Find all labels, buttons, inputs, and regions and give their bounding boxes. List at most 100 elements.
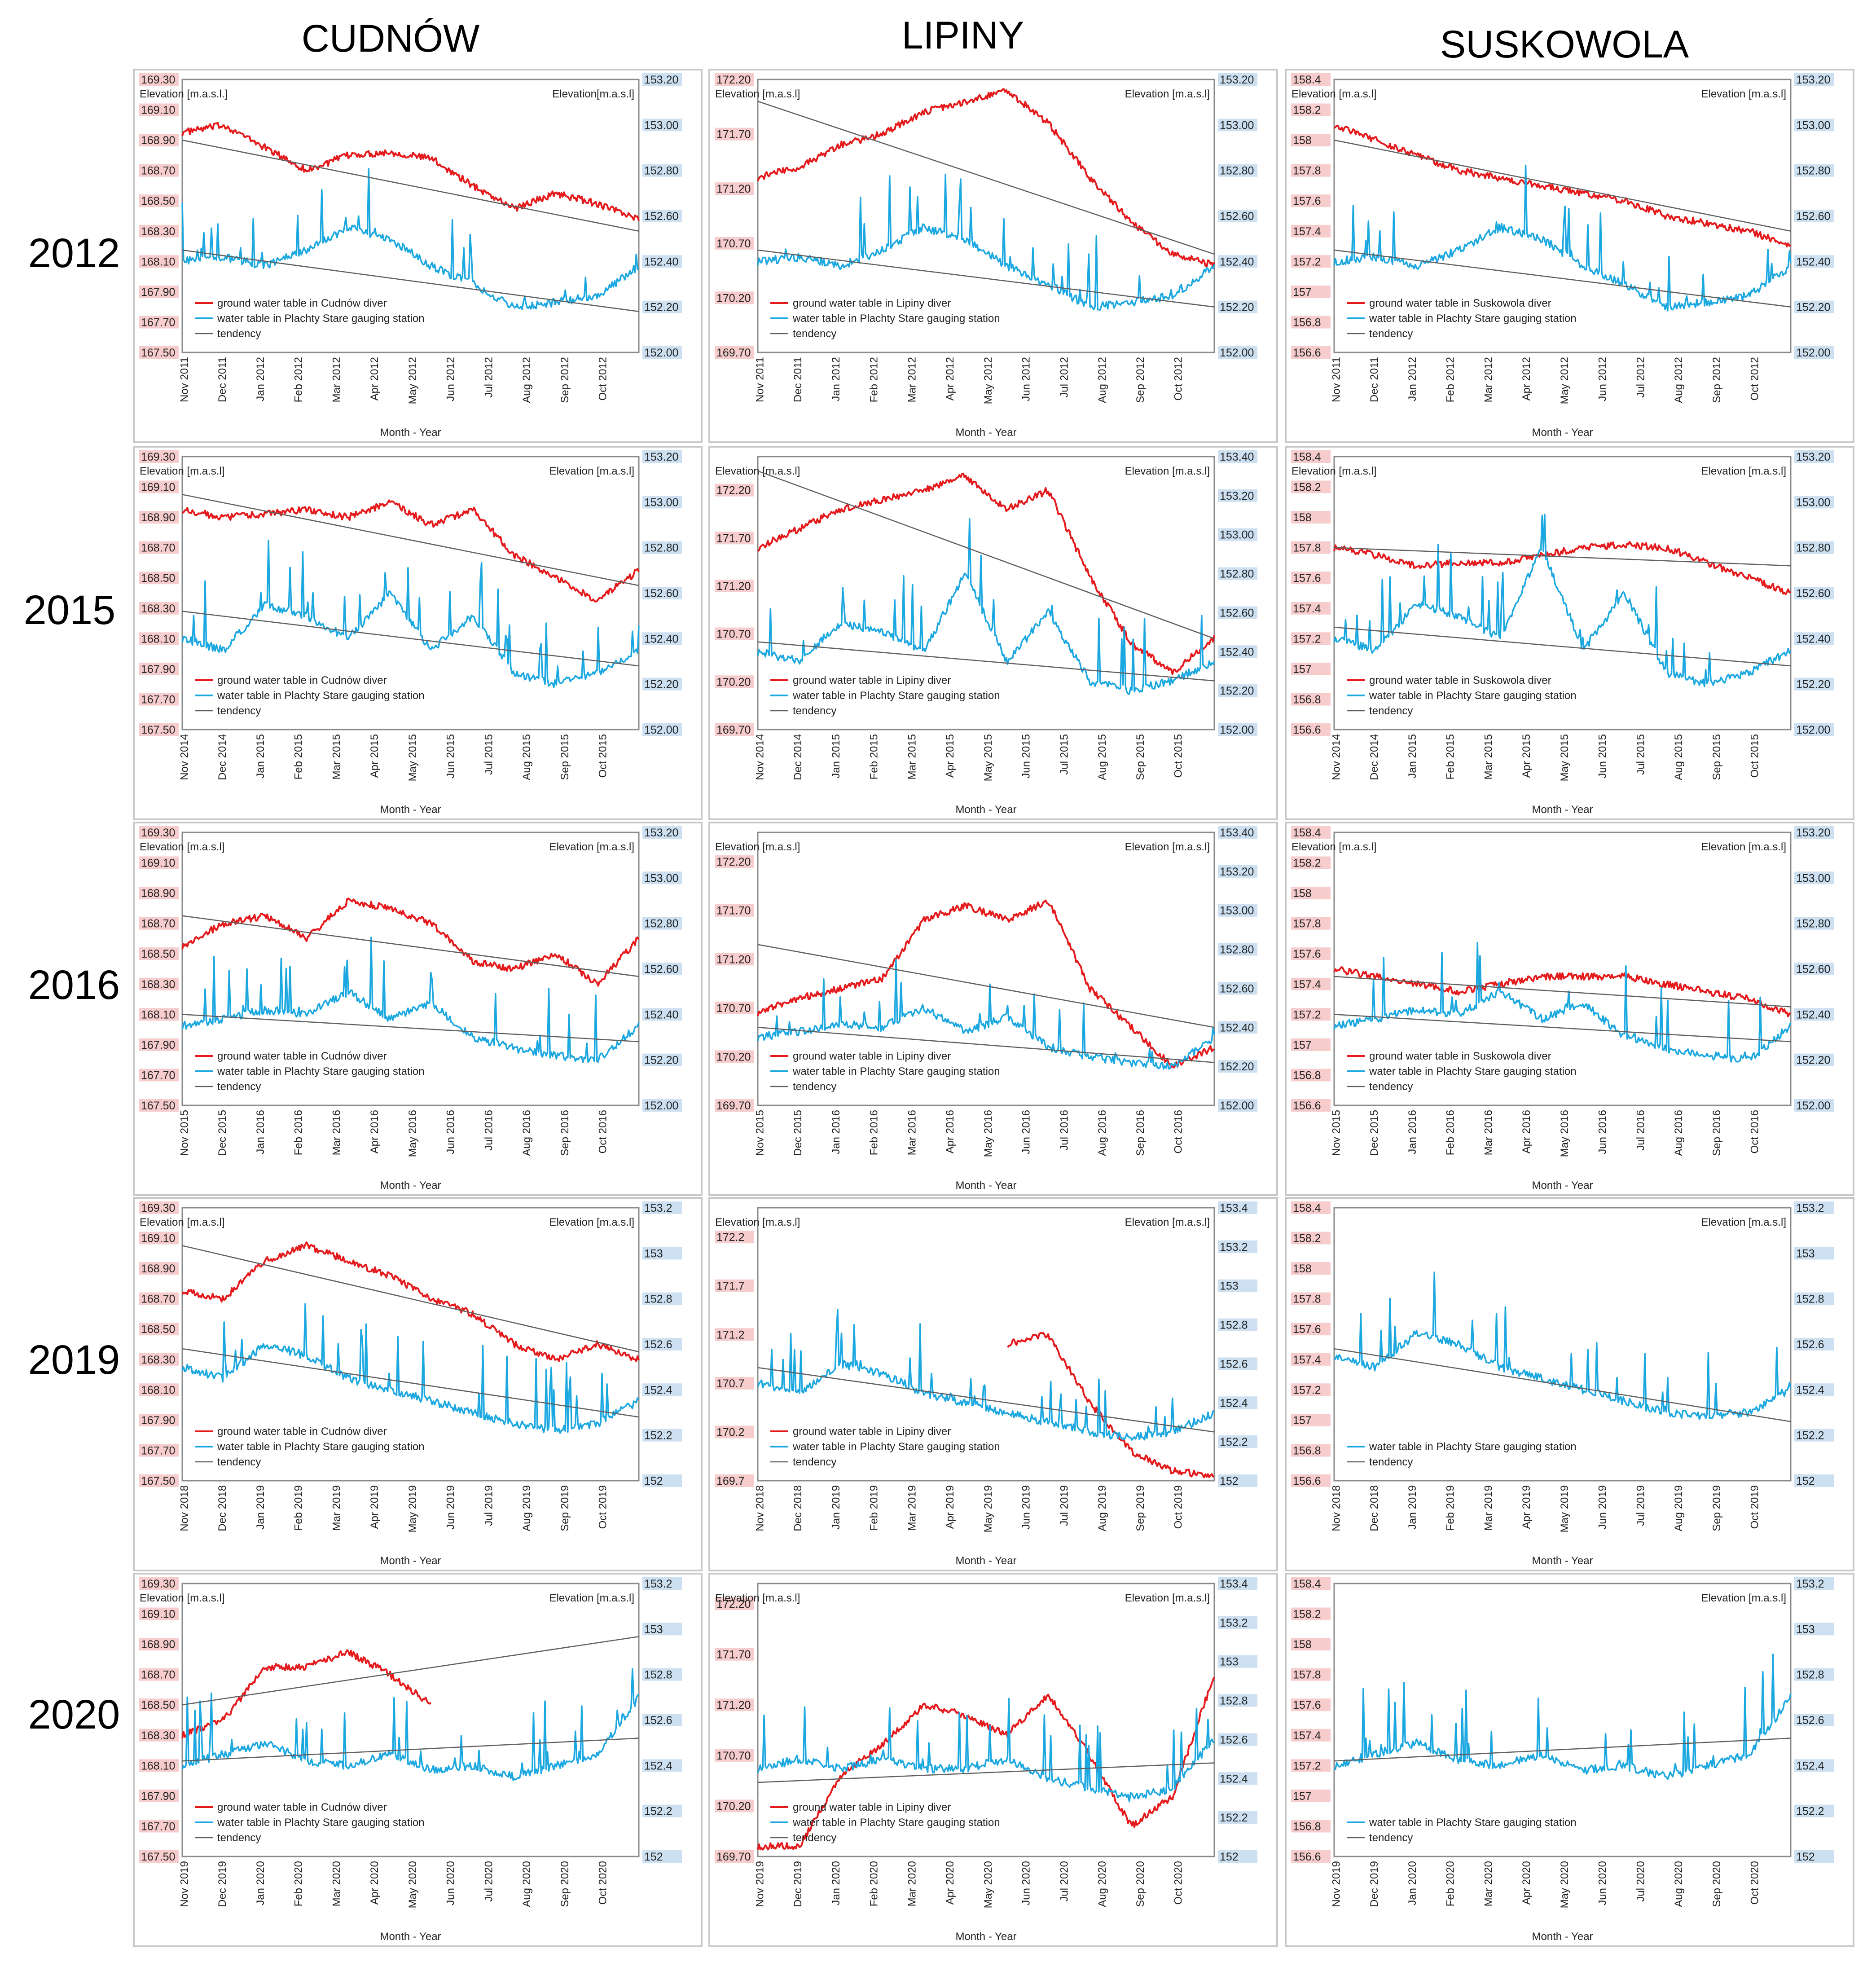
left-tick-bg (1291, 1577, 1331, 1590)
right-tick-bg (1218, 1099, 1257, 1112)
x-tick-label: Feb 2020 (293, 1861, 305, 1906)
right-tick-bg (642, 1623, 682, 1636)
right-tick-label: 152.60 (1796, 210, 1830, 223)
right-tick-label: 152.00 (1220, 724, 1254, 736)
legend-entry: water table in Plachty Stare gauging sta… (792, 1441, 1000, 1453)
right-tick-label: 153.20 (1796, 451, 1830, 463)
left-tick-bg (139, 316, 179, 329)
x-tick-label: Apr 2020 (369, 1861, 381, 1905)
left-tick-label: 170.70 (716, 238, 751, 250)
left-tick-bg (715, 1850, 754, 1863)
left-tick-label: 156.8 (1293, 1820, 1321, 1833)
x-tick-label: Mar 2019 (1482, 1485, 1494, 1531)
right-tick-label: 152.20 (1796, 301, 1830, 314)
right-tick-label: 152.60 (1796, 587, 1830, 600)
left-axis-label: Elevation [m.a.s.l] (140, 1592, 224, 1604)
left-tick-label: 169.10 (141, 1232, 175, 1245)
left-tick-bg (139, 1789, 179, 1802)
right-tick-label: 152.00 (644, 1100, 678, 1112)
left-tick-bg (139, 917, 179, 930)
chart-lipiny-2020: 169.70 170.20 170.70 171.20 171.70 172.20 152 1… (708, 1573, 1278, 1947)
left-tick-label: 158 (1293, 1263, 1312, 1275)
left-tick-label: 158.2 (1293, 857, 1321, 870)
x-tick-label: Dec 2019 (792, 1861, 804, 1907)
right-tick-label: 152.2 (1796, 1805, 1824, 1818)
x-tick-label: Oct 2020 (1749, 1861, 1761, 1905)
left-tick-label: 156.6 (1293, 724, 1321, 736)
right-axis-label: Elevation [m.a.s.l] (1125, 1216, 1210, 1228)
left-tick-label: 158.4 (1293, 827, 1321, 839)
right-tick-bg (1794, 826, 1834, 839)
right-tick-label: 152.60 (644, 963, 678, 976)
x-tick-label: Sep 2016 (559, 1110, 571, 1156)
x-tick-label: Jul 2020 (483, 1861, 495, 1902)
left-tick-label: 168.70 (141, 165, 175, 177)
x-tick-label: Mar 2012 (330, 357, 343, 402)
x-tick-label: May 2019 (1559, 1485, 1571, 1532)
x-tick-label: Mar 2012 (906, 357, 918, 402)
x-tick-label: Jun 2020 (445, 1861, 457, 1905)
x-tick-label: Feb 2016 (868, 1110, 880, 1155)
tendency-line (182, 494, 639, 586)
x-tick-label: Feb 2015 (1445, 734, 1457, 779)
x-tick-label: Sep 2020 (1134, 1861, 1147, 1907)
left-tick-label: 157.8 (1293, 1669, 1321, 1681)
right-tick-bg (1794, 496, 1834, 509)
diver-series-line (757, 472, 1215, 675)
legend-entry: ground water table in Lipiny diver (793, 1050, 951, 1062)
left-tick-bg (139, 1008, 179, 1021)
x-tick-label: Dec 2018 (792, 1485, 804, 1531)
left-tick-bg (139, 1069, 179, 1082)
x-tick-label: Jun 2015 (1020, 734, 1032, 779)
left-tick-bg (1291, 511, 1331, 524)
right-tick-label: 152.8 (1220, 1319, 1248, 1332)
left-tick-label: 168.70 (141, 542, 175, 554)
legend-entry: tendency (217, 328, 261, 340)
x-axis-label: Month - Year (1532, 1931, 1593, 1943)
right-tick-bg (1794, 210, 1834, 222)
right-tick-bg (1794, 1201, 1834, 1214)
chart-suskowola-2015: 156.6 156.8 157 157.2 157.4 157.6 157.8 158 158.… (1285, 446, 1854, 820)
chart-frame (1285, 1573, 1854, 1947)
legend-entry: tendency (217, 1081, 261, 1093)
x-axis-label: Month - Year (955, 427, 1016, 439)
left-axis-label: Elevation [m.a.s.l] (715, 88, 800, 100)
right-tick-label: 153 (1796, 1247, 1815, 1260)
x-tick-label: Aug 2016 (521, 1110, 533, 1156)
left-tick-bg (139, 826, 179, 839)
right-tick-label: 152.00 (1220, 1100, 1254, 1112)
left-tick-label: 157 (1293, 1414, 1312, 1427)
legend-entry: ground water table in Lipiny diver (793, 674, 951, 686)
right-tick-label: 152.20 (1220, 301, 1254, 314)
left-tick-bg (1291, 947, 1331, 960)
right-axis-label: Elevation [m.a.s.l] (1701, 1216, 1786, 1228)
left-axis-label: Elevation [m.a.s.l] (140, 1216, 224, 1228)
right-axis-label: Elevation[m.a.s.l] (552, 88, 634, 100)
right-axis-label: Elevation [m.a.s.l] (1701, 841, 1786, 853)
left-tick-bg (1291, 1638, 1331, 1651)
x-tick-label: Jan 2012 (830, 357, 842, 401)
legend-entry: tendency (793, 1456, 836, 1468)
tendency-line (1334, 547, 1791, 567)
right-tick-bg (1218, 210, 1257, 222)
left-tick-bg (139, 723, 179, 736)
right-tick-label: 152.80 (1220, 944, 1254, 956)
left-tick-bg (139, 856, 179, 869)
row-title-2020: 2020 (28, 1692, 120, 1738)
left-tick-label: 168.50 (141, 572, 175, 585)
left-tick-label: 172.20 (716, 74, 751, 86)
x-tick-label: Nov 2018 (754, 1485, 766, 1531)
x-tick-label: Mar 2015 (1482, 734, 1494, 779)
right-tick-bg (1794, 450, 1834, 463)
x-tick-label: Feb 2016 (1445, 1110, 1457, 1155)
right-tick-label: 152.4 (644, 1760, 672, 1772)
left-tick-label: 171.7 (716, 1280, 745, 1293)
right-tick-label: 153.2 (1796, 1202, 1824, 1214)
right-tick-label: 153.40 (1220, 451, 1254, 463)
left-tick-bg (715, 953, 754, 966)
right-tick-bg (642, 871, 682, 884)
right-tick-label: 152.6 (1220, 1358, 1248, 1370)
x-axis-label: Month - Year (1532, 804, 1593, 816)
left-tick-label: 168.50 (141, 948, 175, 960)
right-tick-bg (1794, 1759, 1834, 1772)
